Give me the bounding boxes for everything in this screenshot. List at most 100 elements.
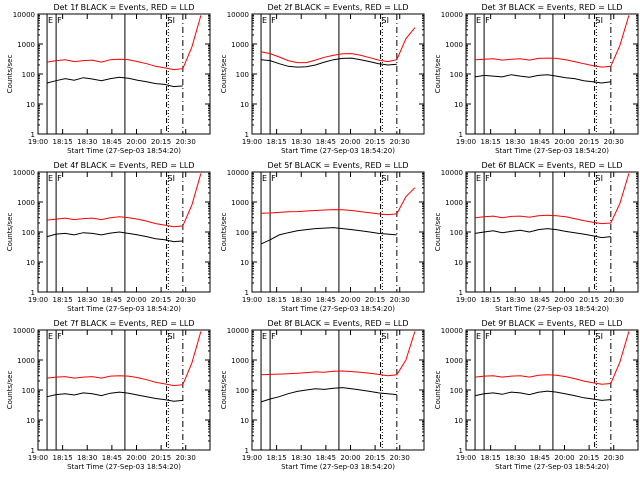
y-tick-label: 1 [245, 447, 249, 455]
y-axis-label: Counts/sec [220, 55, 228, 94]
y-tick-label: 100 [236, 229, 249, 237]
x-tick-label: 20:15 [579, 454, 599, 462]
x-tick-label: 20:00 [340, 138, 360, 146]
y-tick-label: 10000 [13, 11, 35, 19]
chart-title: Det 4f BLACK = Events, RED = LLD [53, 161, 194, 170]
y-tick-label: 1000 [17, 199, 35, 207]
events-series-line [260, 387, 397, 403]
marker-label-f: F [271, 174, 276, 183]
y-axis-label: Counts/sec [434, 213, 442, 252]
marker-label-si: SI [382, 16, 389, 25]
chart-panel-3: Det 3f BLACK = Events, RED = LLD 1 10 100 10… [434, 3, 639, 155]
x-axis-label: Start Time (27-Sep-03 18:54:20) [495, 463, 609, 471]
x-tick-label: 20:15 [151, 454, 171, 462]
chart-panel-7: Det 7f BLACK = Events, RED = LLD 1 10 100 10… [6, 319, 211, 471]
y-tick-label: 100 [236, 71, 249, 79]
y-tick-label: 10000 [13, 327, 35, 335]
chart-title: Det 3f BLACK = Events, RED = LLD [481, 3, 622, 12]
x-tick-label: 20:15 [579, 296, 599, 304]
lld-series-line [475, 331, 630, 385]
y-axis-label: Counts/sec [6, 55, 14, 94]
x-tick-label: 20:30 [604, 138, 624, 146]
marker-label-f: F [57, 16, 62, 25]
y-tick-label: 10000 [13, 169, 35, 177]
x-axis-label: Start Time (27-Sep-03 18:54:20) [67, 305, 181, 313]
y-tick-label: 1 [245, 289, 249, 297]
y-tick-label: 100 [22, 387, 35, 395]
x-tick-label: 18:45 [316, 296, 336, 304]
x-axis-label: Start Time (27-Sep-03 18:54:20) [495, 147, 609, 155]
x-tick-label: 20:15 [365, 296, 385, 304]
x-axis-label: Start Time (27-Sep-03 18:54:20) [67, 463, 181, 471]
marker-label-e: E [476, 16, 481, 25]
events-series-line [46, 231, 183, 243]
lld-series-line [261, 27, 416, 64]
y-tick-label: 1 [245, 131, 249, 139]
lld-series-line [261, 187, 416, 216]
x-tick-label: 20:00 [126, 138, 146, 146]
x-tick-label: 18:30 [77, 454, 97, 462]
plot-frame [37, 13, 211, 135]
marker-label-e: E [476, 332, 481, 341]
y-tick-label: 1 [31, 447, 35, 455]
y-tick-label: 1 [459, 447, 463, 455]
y-tick-label: 10000 [441, 327, 463, 335]
marker-label-f: F [57, 332, 62, 341]
plot-frame [465, 13, 639, 135]
x-tick-label: 19:00 [242, 138, 262, 146]
x-tick-label: 18:15 [481, 454, 501, 462]
x-tick-label: 20:30 [390, 454, 410, 462]
x-axis-label: Start Time (27-Sep-03 18:54:20) [281, 305, 395, 313]
events-series-line [46, 76, 183, 88]
x-axis-label: Start Time (27-Sep-03 18:54:20) [495, 305, 609, 313]
lld-series-line [475, 173, 630, 225]
events-series-line [475, 228, 611, 239]
x-tick-label: 18:15 [481, 296, 501, 304]
chart-title: Det 8f BLACK = Events, RED = LLD [267, 319, 408, 328]
x-tick-label: 20:00 [126, 296, 146, 304]
x-tick-label: 20:30 [604, 454, 624, 462]
x-tick-label: 18:30 [505, 138, 525, 146]
events-series-line [261, 57, 397, 68]
chart-panel-4: Det 4f BLACK = Events, RED = LLD 1 10 100 10… [6, 161, 211, 313]
y-tick-label: 1000 [231, 357, 249, 365]
y-tick-label: 100 [450, 229, 463, 237]
x-tick-label: 18:45 [530, 454, 550, 462]
x-tick-label: 19:00 [242, 454, 262, 462]
x-tick-label: 20:15 [365, 138, 385, 146]
x-tick-label: 18:15 [267, 138, 287, 146]
marker-label-e: E [262, 16, 267, 25]
x-tick-label: 18:30 [77, 296, 97, 304]
x-tick-label: 20:00 [340, 454, 360, 462]
y-tick-label: 1 [459, 289, 463, 297]
chart-title: Det 6f BLACK = Events, RED = LLD [481, 161, 622, 170]
chart-panel-8: Det 8f BLACK = Events, RED = LLD 1 10 100 10… [220, 319, 425, 471]
y-tick-label: 1000 [231, 41, 249, 49]
lld-series-line [47, 331, 202, 387]
marker-label-e: E [476, 174, 481, 183]
x-tick-label: 19:00 [456, 138, 476, 146]
plot-frame [37, 171, 211, 293]
marker-label-si: SI [596, 332, 603, 341]
x-tick-label: 18:15 [481, 138, 501, 146]
chart-panel-5: Det 5f BLACK = Events, RED = LLD 1 10 100 10… [220, 161, 425, 313]
plot-frame [465, 171, 639, 293]
x-tick-label: 18:15 [53, 138, 73, 146]
x-tick-label: 20:30 [176, 454, 196, 462]
marker-label-f: F [57, 174, 62, 183]
x-tick-label: 19:00 [456, 296, 476, 304]
chart-panel-2: Det 2f BLACK = Events, RED = LLD 1 10 100 10… [220, 3, 425, 155]
x-axis-label: Start Time (27-Sep-03 18:54:20) [281, 147, 395, 155]
y-axis-label: Counts/sec [220, 213, 228, 252]
marker-label-f: F [485, 332, 490, 341]
x-tick-label: 18:30 [77, 138, 97, 146]
x-tick-label: 19:00 [28, 138, 48, 146]
x-tick-label: 18:15 [267, 296, 287, 304]
y-axis-label: Counts/sec [6, 371, 14, 410]
y-tick-label: 10000 [227, 327, 249, 335]
x-tick-label: 20:00 [554, 138, 574, 146]
x-tick-label: 18:45 [316, 454, 336, 462]
y-tick-label: 10000 [227, 11, 249, 19]
x-tick-label: 20:30 [390, 296, 410, 304]
x-axis-label: Start Time (27-Sep-03 18:54:20) [281, 463, 395, 471]
